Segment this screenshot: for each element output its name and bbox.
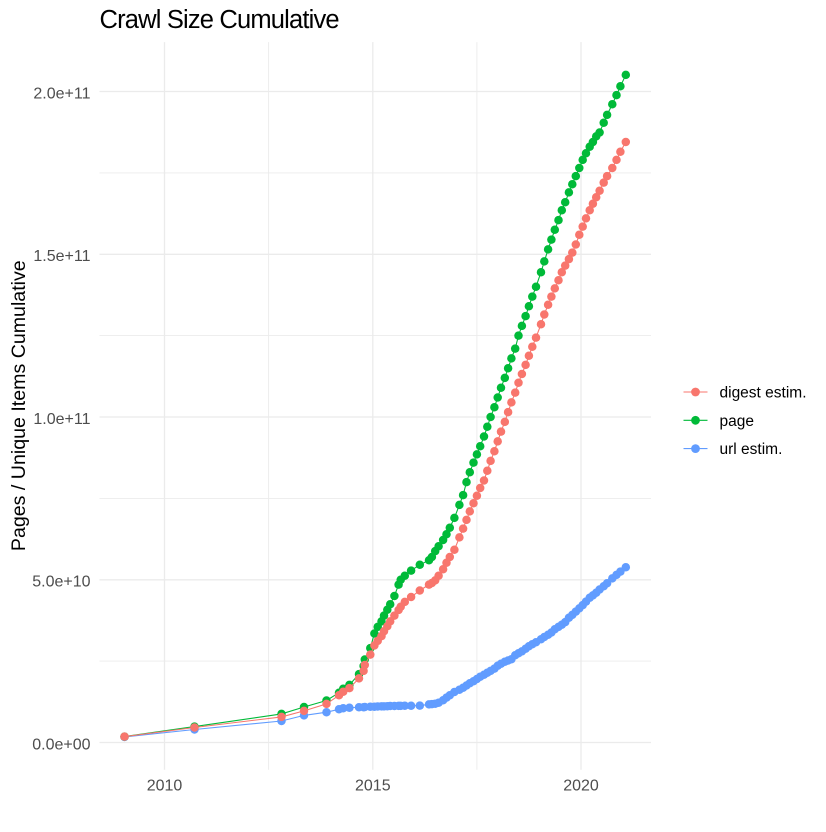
svg-text:1.0e+11: 1.0e+11 xyxy=(33,411,90,428)
svg-text:digest estim.: digest estim. xyxy=(720,385,807,402)
svg-text:url estim.: url estim. xyxy=(720,441,783,458)
svg-text:Crawl Size Cumulative: Crawl Size Cumulative xyxy=(100,6,340,34)
svg-text:page: page xyxy=(720,413,754,430)
svg-text:Pages / Unique Items Cumulativ: Pages / Unique Items Cumulative xyxy=(8,260,30,551)
svg-text:1.5e+11: 1.5e+11 xyxy=(33,248,90,265)
svg-text:5.0e+10: 5.0e+10 xyxy=(32,574,90,591)
svg-text:2015: 2015 xyxy=(355,778,391,795)
svg-text:0.0e+00: 0.0e+00 xyxy=(32,736,90,753)
svg-text:2010: 2010 xyxy=(147,778,183,795)
svg-text:2.0e+11: 2.0e+11 xyxy=(33,85,90,102)
svg-text:2020: 2020 xyxy=(563,778,599,795)
